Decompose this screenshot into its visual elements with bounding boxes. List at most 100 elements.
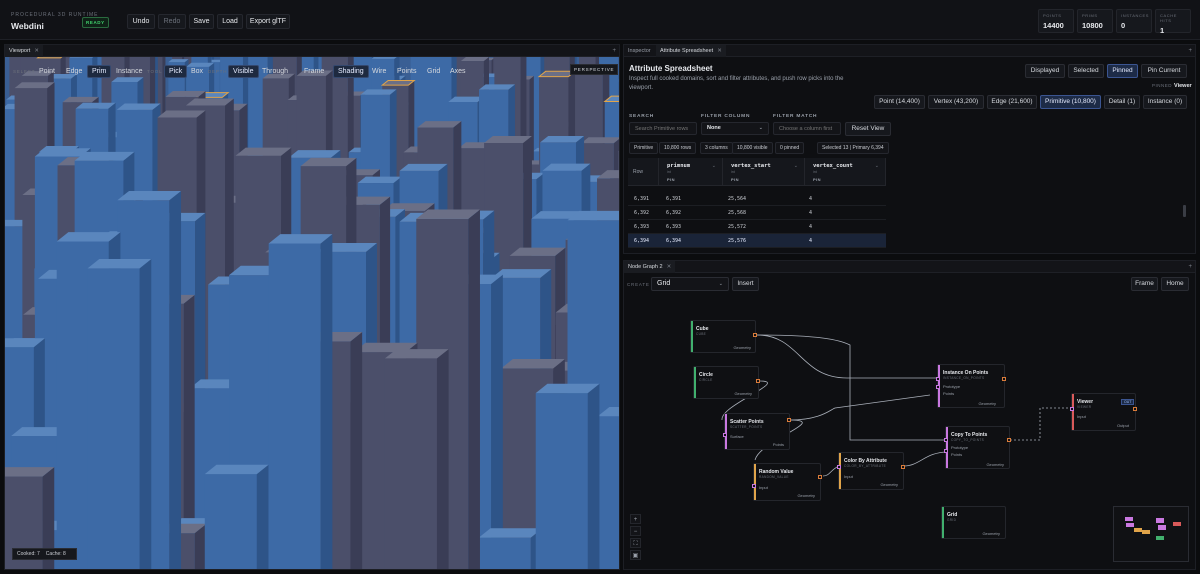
input-port[interactable] <box>723 433 727 437</box>
column-pin[interactable]: PIN <box>667 177 675 182</box>
panel-menu-icon[interactable]: + <box>1188 264 1192 270</box>
frame-button[interactable]: Frame <box>304 68 325 75</box>
table-row-selected[interactable]: 6,394 6,394 25,576 4 <box>628 234 886 248</box>
insert-node-button[interactable]: Insert <box>732 277 759 291</box>
pin-current-button[interactable]: Pin Current <box>1141 64 1187 78</box>
input-port[interactable] <box>936 385 940 389</box>
output-port[interactable] <box>756 379 760 383</box>
domain-detail-button[interactable]: Detail (1) <box>1104 95 1140 109</box>
minimap-node <box>1142 530 1150 534</box>
input-port[interactable] <box>944 449 948 453</box>
filter-match-input[interactable] <box>773 122 841 135</box>
tab-viewport[interactable]: Viewport ✕ <box>5 45 43 57</box>
tool-pick-toggle[interactable]: Pick <box>164 65 188 78</box>
zoom-out-button[interactable]: − <box>630 526 641 536</box>
column-pin[interactable]: PIN <box>731 177 739 182</box>
input-port[interactable] <box>936 377 940 381</box>
node-random-value[interactable]: Random Value RANDOM_VALUE Input Geometry <box>752 463 822 501</box>
select-point-toggle[interactable]: Point <box>39 68 55 75</box>
depth-visible-toggle[interactable]: Visible <box>228 65 259 78</box>
projection-badge[interactable]: PERSPECTIVE <box>570 64 619 75</box>
close-icon[interactable]: ✕ <box>666 264 672 270</box>
load-button[interactable]: Load <box>217 14 243 29</box>
tab-attribute-spreadsheet[interactable]: Attribute Spreadsheet ✕ <box>656 45 726 57</box>
output-port[interactable] <box>787 418 791 422</box>
fit-view-button[interactable]: ⛶ <box>630 538 641 548</box>
column-header-vertex-count[interactable]: vertex_count int PIN ⌄ <box>805 158 886 186</box>
tab-node-graph[interactable]: Node Graph 2 ✕ <box>624 261 676 273</box>
reset-view-button[interactable]: Reset View <box>845 122 891 136</box>
home-graph-button[interactable]: Home <box>1161 277 1189 291</box>
input-port[interactable] <box>752 484 756 488</box>
chevron-down-icon[interactable]: ⌄ <box>874 163 879 169</box>
zoom-in-button[interactable]: + <box>630 514 641 524</box>
domain-edge-button[interactable]: Edge (21,600) <box>987 95 1037 109</box>
node-grid[interactable]: Grid GRID Geometry <box>941 506 1006 539</box>
view-pinned-button[interactable]: Pinned <box>1107 64 1138 78</box>
chevron-down-icon[interactable]: ⌄ <box>711 163 716 169</box>
wire-toggle[interactable]: Wire <box>372 68 387 75</box>
domain-point-button[interactable]: Point (14,400) <box>874 95 925 109</box>
redo-button[interactable]: Redo <box>158 14 186 29</box>
output-port[interactable] <box>1002 377 1006 381</box>
table-row[interactable]: 6,392 6,392 25,568 4 <box>628 206 886 220</box>
cell-vertex-count: 4 <box>809 210 813 216</box>
save-button[interactable]: Save <box>189 14 214 29</box>
export-gltf-button[interactable]: Export glTF <box>246 14 290 29</box>
node-scatter-points[interactable]: Scatter Points SCATTER_POINTS Surface Po… <box>723 413 791 450</box>
attribute-table[interactable]: Row primnum int PIN ⌄ vertex_start int P… <box>628 158 886 249</box>
node-cube[interactable]: Cube CUBE Geometry <box>690 320 757 353</box>
panel-menu-icon[interactable]: + <box>612 48 616 54</box>
frame-graph-button[interactable]: Frame <box>1131 277 1158 291</box>
select-edge-toggle[interactable]: Edge <box>66 68 83 75</box>
node-input-label: Prototype <box>951 445 969 450</box>
node-subtitle: CIRCLE <box>699 378 713 382</box>
column-header-row[interactable]: Row <box>628 158 659 186</box>
close-icon[interactable]: ✕ <box>717 48 722 54</box>
shading-toggle[interactable]: Shading <box>333 65 369 78</box>
view-displayed-button[interactable]: Displayed <box>1025 64 1065 78</box>
points-toggle[interactable]: Points <box>397 68 417 75</box>
tab-inspector[interactable]: Inspector <box>628 48 651 54</box>
grid-toggle[interactable]: Grid <box>427 68 441 75</box>
node-viewer[interactable]: Viewer VIEWER OUT Input Output <box>1070 393 1137 431</box>
tool-box-toggle[interactable]: Box <box>191 68 204 75</box>
node-copy-to-points[interactable]: Copy To Points COPY_TO_POINTS Prototype … <box>944 426 1011 469</box>
create-node-select[interactable]: Grid ⌄ <box>651 277 729 291</box>
output-port[interactable] <box>1133 407 1137 411</box>
search-input[interactable] <box>629 122 697 135</box>
axes-toggle[interactable]: Axes <box>450 68 466 75</box>
filter-column-select[interactable]: None ⌄ <box>701 122 769 135</box>
view-selected-button[interactable]: Selected <box>1068 64 1104 78</box>
graph-minimap[interactable] <box>1113 506 1189 562</box>
output-port[interactable] <box>753 333 757 337</box>
close-icon[interactable]: ✕ <box>34 48 39 54</box>
domain-primitive-button[interactable]: Primitive (10,800) <box>1040 95 1101 109</box>
output-port[interactable] <box>818 475 822 479</box>
table-row[interactable]: 6,391 6,391 25,564 4 <box>628 192 886 206</box>
table-scrollbar[interactable] <box>1183 205 1186 217</box>
output-port[interactable] <box>901 465 905 469</box>
column-pin[interactable]: PIN <box>813 177 821 182</box>
node-circle[interactable]: Circle CIRCLE Geometry <box>693 366 760 399</box>
column-header-primnum[interactable]: primnum int PIN ⌄ <box>659 158 723 186</box>
panel-menu-icon[interactable]: + <box>1188 48 1192 54</box>
depth-through-toggle[interactable]: Through <box>262 68 289 75</box>
input-port[interactable] <box>944 438 948 442</box>
domain-instance-button[interactable]: Instance (0) <box>1143 95 1187 109</box>
node-color-by-attribute[interactable]: Color By Attribute COLOR_BY_ATTRIBUTE In… <box>837 452 905 490</box>
undo-button[interactable]: Undo <box>127 14 155 29</box>
output-port[interactable] <box>1007 438 1011 442</box>
select-prim-toggle[interactable]: Prim <box>87 65 112 78</box>
chevron-down-icon[interactable]: ⌄ <box>793 163 798 169</box>
lock-view-button[interactable]: ▣ <box>630 550 641 560</box>
domain-vertex-button[interactable]: Vertex (43,200) <box>928 95 984 109</box>
select-instance-toggle[interactable]: Instance <box>116 68 143 75</box>
scene-tower <box>597 406 619 569</box>
input-port[interactable] <box>837 465 841 469</box>
node-instance-on-points[interactable]: Instance On Points INSTANCE_ON_POINTS Pr… <box>936 364 1006 408</box>
input-port[interactable] <box>1070 407 1074 411</box>
table-row[interactable]: 6,393 6,393 25,572 4 <box>628 220 886 234</box>
column-header-vertex-start[interactable]: vertex_start int PIN ⌄ <box>723 158 805 186</box>
viewport-3d-scene[interactable] <box>5 57 619 569</box>
